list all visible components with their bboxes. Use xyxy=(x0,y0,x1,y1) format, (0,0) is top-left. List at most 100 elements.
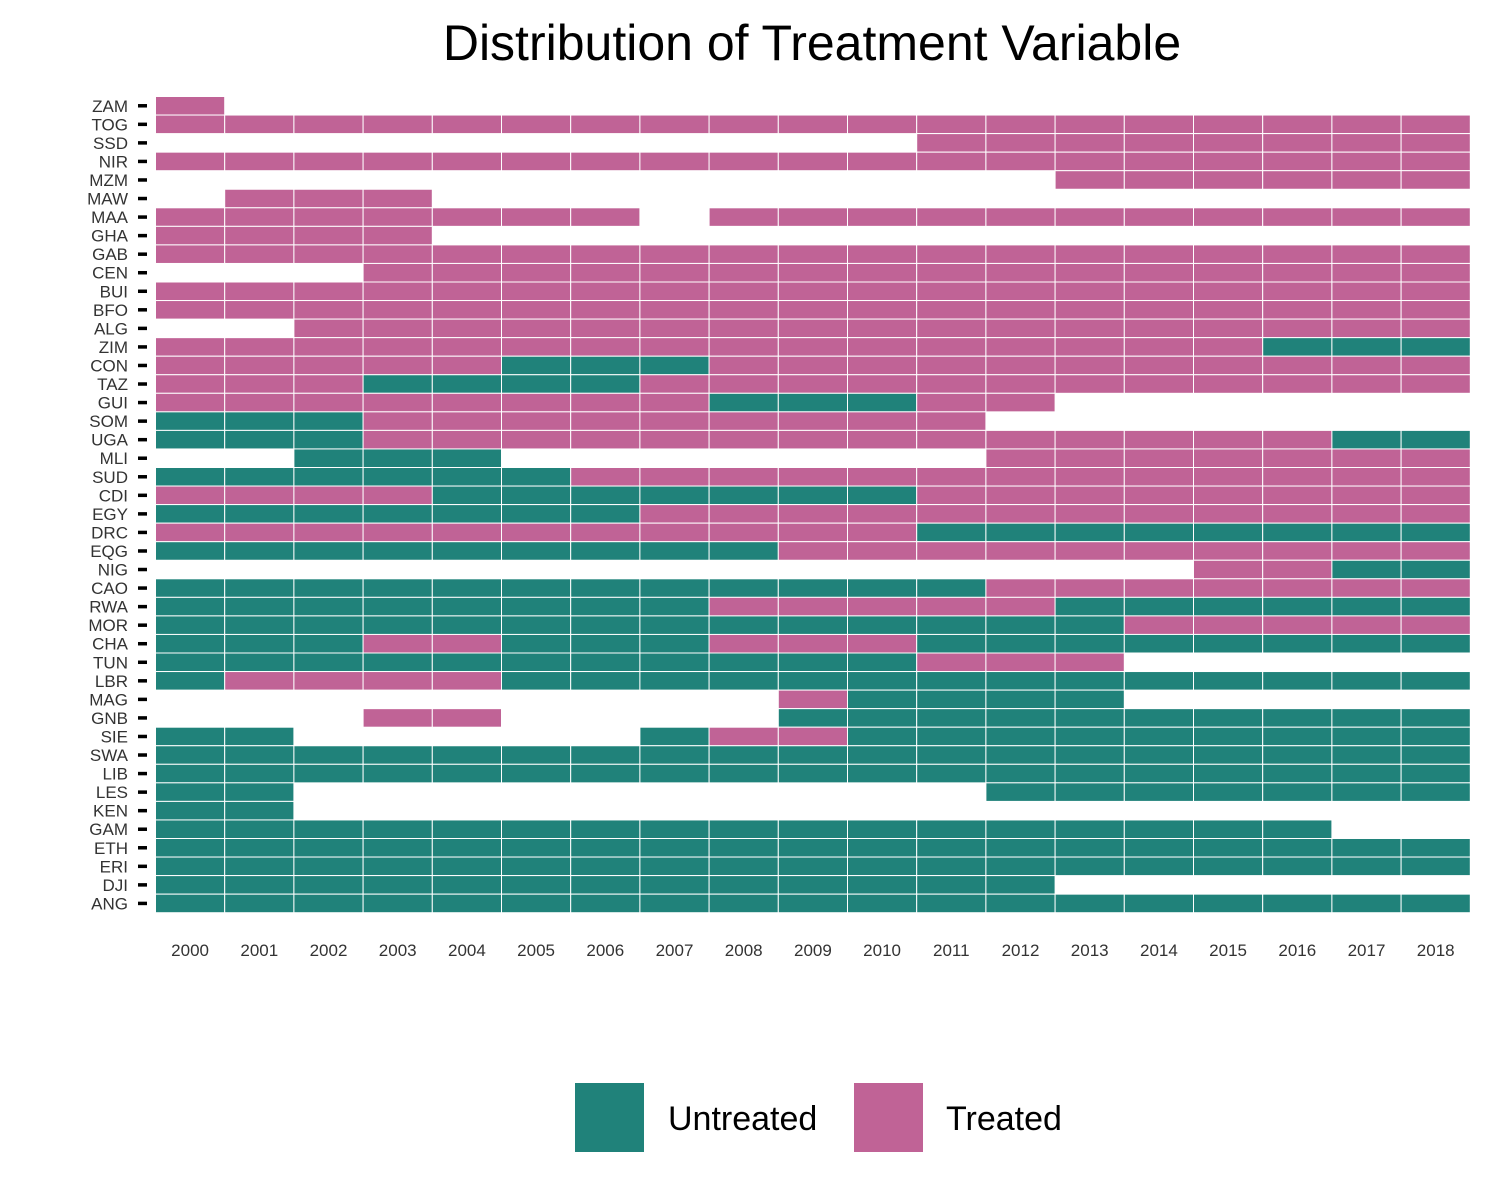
y-tick-label: GAB xyxy=(92,245,128,264)
heatmap-cell-egy-2001 xyxy=(224,504,295,524)
heatmap-cell-tun-2001 xyxy=(224,652,295,673)
heatmap-cell-eth-2017 xyxy=(1331,838,1402,858)
heatmap-cell-lbr-2007 xyxy=(639,671,710,691)
heatmap-cell-dji-2001 xyxy=(224,875,295,895)
heatmap-cell-drc-2002 xyxy=(293,522,364,543)
heatmap-cell-gam-2004 xyxy=(431,819,502,840)
heatmap-cell-lbr-2010 xyxy=(847,671,918,691)
heatmap-cell-dji-2003 xyxy=(362,875,433,895)
heatmap-cell-alg-2009 xyxy=(777,318,848,339)
heatmap-cell-mor-2018 xyxy=(1400,615,1471,635)
heatmap-cell-nig-2018 xyxy=(1400,559,1471,580)
heatmap-cell-sie-2008 xyxy=(708,726,779,747)
heatmap-cell-maa-2013 xyxy=(1054,207,1125,227)
heatmap-cell-rwa-2014 xyxy=(1123,596,1195,617)
heatmap-cell-egy-2014 xyxy=(1123,504,1195,524)
heatmap-cell-alg-2006 xyxy=(570,318,641,339)
heatmap-cell-alg-2003 xyxy=(362,318,433,339)
heatmap-cell-uga-2007 xyxy=(639,429,710,450)
heatmap-cell-lbr-2002 xyxy=(293,671,364,691)
heatmap-cell-sie-2010 xyxy=(847,726,918,747)
heatmap-cell-egy-2012 xyxy=(985,504,1056,524)
heatmap-cell-ang-2010 xyxy=(847,893,918,914)
heatmap-cell-lbr-2017 xyxy=(1331,671,1402,691)
heatmap-cell-cdi-2010 xyxy=(847,485,918,506)
heatmap-cell-sud-2007 xyxy=(639,467,710,487)
heatmap-cell-gab-2011 xyxy=(916,244,987,264)
heatmap-cell-maa-2006 xyxy=(570,207,641,227)
heatmap-cell-con-2015 xyxy=(1193,355,1264,376)
heatmap-cell-cha-2006 xyxy=(570,633,641,654)
heatmap-cell-ang-2017 xyxy=(1331,893,1402,914)
heatmap-cell-mor-2003 xyxy=(362,615,433,635)
heatmap-cell-gam-2010 xyxy=(847,819,918,840)
heatmap-cell-tog-2009 xyxy=(777,114,848,135)
heatmap-cell-cha-2010 xyxy=(847,633,918,654)
heatmap-cell-tun-2007 xyxy=(639,652,710,673)
heatmap-cell-lib-2000 xyxy=(155,763,226,784)
heatmap-cell-cen-2011 xyxy=(916,262,987,283)
heatmap-cell-tog-2002 xyxy=(293,114,364,135)
heatmap-cell-tog-2014 xyxy=(1123,114,1195,135)
x-tick-label: 2017 xyxy=(1348,941,1386,960)
heatmap-cell-maa-2014 xyxy=(1123,207,1195,227)
heatmap-cell-dji-2000 xyxy=(155,875,226,895)
heatmap-cell-bfo-2008 xyxy=(708,300,779,320)
heatmap-cell-maa-2000 xyxy=(155,207,226,227)
heatmap-cell-nir-2013 xyxy=(1054,151,1125,172)
heatmap-cell-drc-2003 xyxy=(362,522,433,543)
heatmap-cell-eth-2009 xyxy=(777,838,848,858)
y-tick-label: ANG xyxy=(91,894,128,913)
heatmap-cell-ang-2004 xyxy=(431,893,502,914)
heatmap-cell-dji-2006 xyxy=(570,875,641,895)
heatmap-cell-egy-2015 xyxy=(1193,504,1264,524)
heatmap-cell-rwa-2003 xyxy=(362,596,433,617)
heatmap-cell-ssd-2011 xyxy=(916,133,987,153)
heatmap-cell-nir-2009 xyxy=(777,151,848,172)
heatmap-cell-taz-2007 xyxy=(639,374,710,394)
heatmap-cell-bfo-2001 xyxy=(224,300,295,320)
heatmap-cell-lib-2010 xyxy=(847,763,918,784)
heatmap-cell-uga-2001 xyxy=(224,429,295,450)
heatmap-cell-maa-2001 xyxy=(224,207,295,227)
heatmap-cell-uga-2002 xyxy=(293,429,364,450)
heatmap-cell-zim-2018 xyxy=(1400,337,1471,357)
heatmap-cells xyxy=(155,96,1471,914)
heatmap-cell-con-2017 xyxy=(1331,355,1402,376)
y-axis-ticks: ZAMTOGSSDNIRMZMMAWMAAGHAGABCENBUIBFOALGZ… xyxy=(87,97,147,913)
heatmap-cell-lib-2012 xyxy=(985,763,1056,784)
heatmap-cell-cdi-2004 xyxy=(431,485,502,506)
heatmap-cell-eth-2003 xyxy=(362,838,433,858)
heatmap-cell-eqg-2001 xyxy=(224,541,295,561)
heatmap-cell-alg-2005 xyxy=(501,318,572,339)
heatmap-cell-swa-2016 xyxy=(1262,745,1333,765)
heatmap-cell-lbr-2005 xyxy=(501,671,572,691)
heatmap-cell-sud-2010 xyxy=(847,467,918,487)
heatmap-cell-zim-2016 xyxy=(1262,337,1333,357)
heatmap-cell-eri-2002 xyxy=(293,856,364,877)
heatmap-cell-tog-2007 xyxy=(639,114,710,135)
heatmap-cell-bui-2006 xyxy=(570,281,641,302)
heatmap-cell-mzm-2016 xyxy=(1262,170,1333,190)
x-tick-label: 2004 xyxy=(448,941,486,960)
heatmap-cell-taz-2008 xyxy=(708,374,779,394)
heatmap-cell-bui-2002 xyxy=(293,281,364,302)
heatmap-cell-nir-2001 xyxy=(224,151,295,172)
heatmap-cell-cao-2007 xyxy=(639,578,710,598)
heatmap-cell-egy-2005 xyxy=(501,504,572,524)
heatmap-cell-som-2006 xyxy=(570,411,641,431)
heatmap-cell-cen-2006 xyxy=(570,262,641,283)
heatmap-cell-egy-2009 xyxy=(777,504,848,524)
heatmap-cell-bfo-2018 xyxy=(1400,300,1471,320)
heatmap-cell-les-2012 xyxy=(985,782,1056,802)
heatmap-cell-eth-2007 xyxy=(639,838,710,858)
heatmap-cell-zim-2004 xyxy=(431,337,502,357)
heatmap-cell-eqg-2000 xyxy=(155,541,226,561)
heatmap-cell-bfo-2005 xyxy=(501,300,572,320)
heatmap-cell-cha-2013 xyxy=(1054,633,1125,654)
heatmap-cell-taz-2014 xyxy=(1123,374,1195,394)
heatmap-cell-uga-2003 xyxy=(362,429,433,450)
legend-label-treated: Treated xyxy=(946,1100,1062,1138)
x-tick-label: 2005 xyxy=(517,941,555,960)
heatmap-cell-swa-2011 xyxy=(916,745,987,765)
